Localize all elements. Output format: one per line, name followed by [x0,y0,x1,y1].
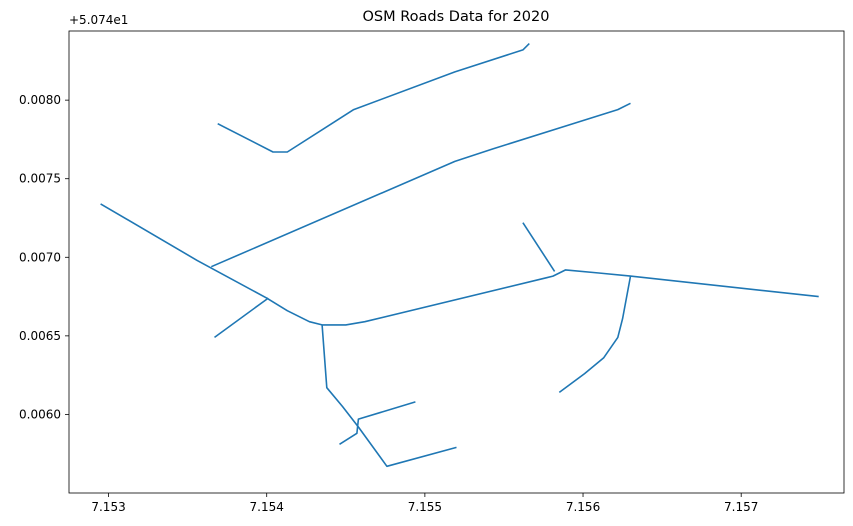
road-line-8 [339,401,416,445]
x-tick-label: 7.155 [408,500,442,514]
road-line-2 [210,102,631,268]
road-lines [100,43,819,468]
road-line-7 [321,324,457,468]
y-tick-label: 0.0075 [19,172,61,186]
x-axis: 7.153 7.154 7.155 7.156 7.157 [91,493,758,514]
plot-frame [68,30,845,494]
road-line-4 [214,297,269,339]
x-tick-label: 7.153 [91,500,125,514]
y-tick-label: 0.0065 [19,329,61,343]
x-tick-label: 7.156 [566,500,600,514]
y-tick-label: 0.0060 [19,407,61,421]
road-line-3 [100,203,819,326]
x-tick-label: 7.157 [724,500,758,514]
y-axis: 0.0060 0.0065 0.0070 0.0075 0.0080 [19,93,69,421]
y-tick-label: 0.0080 [19,93,61,107]
road-line-1 [217,43,530,153]
x-tick-label: 7.154 [250,500,284,514]
y-axis-offset-label: +5.074e1 [69,13,128,27]
chart-title: OSM Roads Data for 2020 [363,9,550,25]
y-tick-label: 0.0070 [19,250,61,264]
road-line-5 [522,222,556,272]
road-line-6 [558,275,632,394]
